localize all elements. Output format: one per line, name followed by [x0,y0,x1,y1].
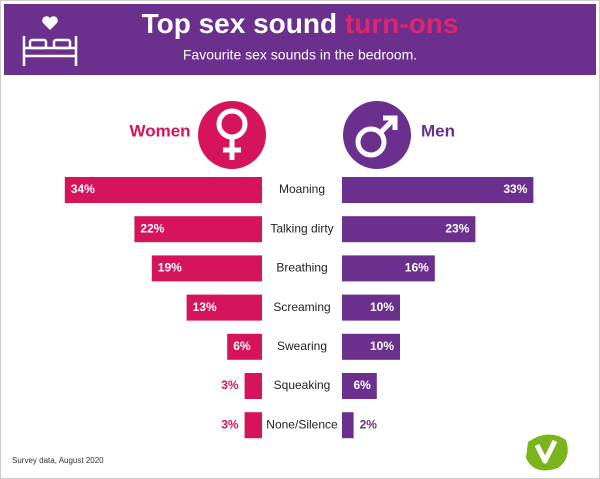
male-symbol [355,115,398,158]
female-symbol [216,108,248,160]
bar [342,216,476,243]
bar [227,333,262,360]
value-label: 13% [193,300,217,314]
value-label: 6% [233,339,251,353]
category-label: None/Silence [266,417,338,431]
title-highlight: turn-ons [345,8,459,39]
logo [526,434,568,471]
value-label: 33% [503,182,527,196]
category-label: Swearing [277,339,327,353]
bars: Moaning 34% 33% Talking dirty 22% 23% Breathin… [64,177,534,439]
legend-women: Women [129,121,190,140]
category-label: Screaming [273,300,330,314]
category-label: Squeaking [274,378,331,392]
bar [342,373,377,399]
value-label: 22% [140,221,164,235]
bar [186,294,262,321]
bar [134,216,262,243]
chart-title: Top sex sound turn-ons [142,8,459,39]
legend-men: Men [421,121,455,140]
bed-icon [22,16,78,66]
value-label: 2% [360,417,378,431]
bar [244,373,262,399]
value-label: 16% [405,261,429,275]
bar [64,177,262,203]
value-label: 34% [71,182,95,196]
value-label: 23% [445,221,469,235]
category-label: Moaning [279,182,325,196]
header-band [4,4,596,75]
bar [342,177,534,203]
category-label: Talking dirty [270,221,333,235]
bar [342,255,435,282]
value-label: 10% [370,300,394,314]
bar [342,294,400,321]
value-label: 10% [370,339,394,353]
footnote: Survey data, August 2020 [12,456,104,465]
title-main: Top sex sound [142,8,338,39]
value-label: 3% [221,417,239,431]
bar [244,412,262,439]
value-label: 19% [158,261,182,275]
value-label: 6% [353,378,371,392]
men-icon [343,101,411,169]
bar [151,255,262,282]
bar [342,412,354,439]
bar [342,333,400,360]
value-label: 3% [221,378,239,392]
category-label: Breathing [276,261,327,275]
subtitle: Favourite sex sounds in the bedroom. [183,47,417,63]
